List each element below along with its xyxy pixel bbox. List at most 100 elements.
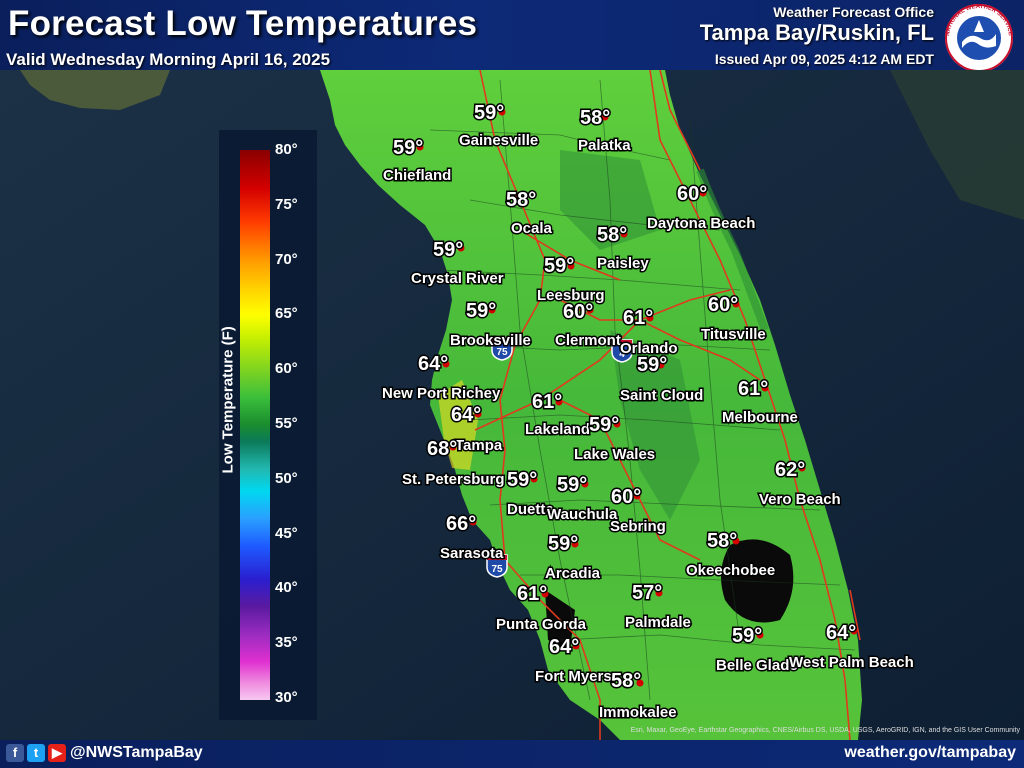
city-temperature: 58°: [707, 530, 737, 552]
city-name: Orlando: [620, 340, 678, 357]
city-dot-icon: [732, 537, 740, 545]
city-dot-icon: [488, 306, 496, 314]
city-temperature: 58°: [611, 670, 641, 692]
city-name: Sebring: [610, 518, 666, 535]
city-temperature: 57°: [632, 582, 662, 604]
shield-number: 75: [496, 347, 508, 358]
city-marker: 66° Sarasota: [439, 512, 506, 564]
city-marker: 59° Leesburg: [536, 254, 607, 306]
city-name: Belle Glade: [716, 657, 798, 674]
city-marker: 58° Paisley: [596, 223, 651, 274]
city-marker: 60° Sebring: [609, 485, 668, 537]
website-link[interactable]: weather.gov/tampabay: [844, 744, 1016, 761]
city-name: Daytona Beach: [647, 215, 755, 232]
legend-tick-label: 60°: [275, 360, 298, 378]
city-dot-icon: [586, 306, 594, 314]
city-temperature: 59°: [589, 414, 619, 436]
city-temperature: 58°: [580, 107, 610, 129]
city-marker: 58° Palatka: [577, 106, 633, 156]
city-marker: 61° Lakeland: [524, 390, 592, 440]
city-dot-icon: [850, 627, 858, 635]
legend-tick-label: 70°: [275, 250, 298, 268]
city-dot-icon: [567, 262, 575, 270]
valid-time: Valid Wednesday Morning April 16, 2025: [6, 50, 331, 69]
city-temperature: 64°: [549, 636, 579, 658]
city-marker: 58° Okeechobee: [685, 529, 777, 581]
nws-logo-icon: NATIONAL WEATHER SERVICE: [945, 4, 1013, 72]
city-name: Crystal River: [411, 270, 504, 287]
city-dot-icon: [581, 480, 589, 488]
city-name: Melbourne: [722, 409, 798, 426]
shield-number: 75: [491, 564, 503, 575]
city-name: Leesburg: [537, 287, 605, 304]
county-borders: [429, 79, 856, 701]
twitter-icon[interactable]: t: [27, 744, 45, 762]
social-handle[interactable]: @NWSTampaBay: [70, 744, 203, 761]
legend-tick-label: 30°: [275, 689, 298, 706]
legend-tick-label: 75°: [275, 195, 298, 213]
city-dot-icon: [646, 314, 654, 322]
facebook-icon[interactable]: f: [6, 744, 24, 762]
city-name: Clermont: [555, 332, 621, 349]
city-dot-icon: [555, 398, 563, 406]
legend-tick-label: 45°: [275, 524, 298, 542]
issued-time: Issued Apr 09, 2025 4:12 AM EDT: [714, 51, 934, 67]
city-dot-icon: [572, 642, 580, 650]
city-marker: 59° Belle Glade: [715, 624, 800, 676]
city-marker: 58° Ocala: [505, 188, 555, 239]
page-title: Forecast Low Temperatures: [8, 4, 478, 43]
city-markers: 59° Gainesville 58° Palatka 59° Chiefland 58° O…: [381, 101, 916, 723]
city-temperature: 60°: [708, 294, 738, 316]
city-dot-icon: [442, 360, 450, 368]
city-name: Palatka: [578, 137, 631, 154]
city-marker: 60° Titusville: [700, 293, 768, 345]
city-name: Arcadia: [545, 565, 601, 582]
city-name: Lakeland: [525, 421, 590, 438]
city-name: Paisley: [597, 255, 649, 272]
city-temperature: 60°: [563, 301, 593, 323]
city-marker: 64° New Port Richey: [381, 352, 503, 404]
legend-tick-label: 35°: [275, 634, 298, 652]
highway-shields: 75 4 75: [486, 337, 633, 578]
footer-bar: f t ▶ @NWSTampaBay weather.gov/tampabay: [0, 740, 1024, 768]
city-name: Fort Myers: [535, 668, 612, 685]
city-marker: 59° Arcadia: [544, 532, 603, 584]
city-marker: 64° Tampa: [450, 403, 505, 456]
city-dot-icon: [761, 384, 769, 392]
city-dot-icon: [655, 589, 663, 597]
city-name: Wauchula: [547, 506, 618, 523]
inland-ridge: [696, 168, 769, 332]
city-temperature: 59°: [466, 300, 496, 322]
youtube-icon[interactable]: ▶: [48, 744, 66, 762]
city-temperature: 59°: [548, 533, 578, 555]
city-name: Vero Beach: [759, 491, 841, 508]
city-dot-icon: [633, 492, 641, 500]
city-name: Okeechobee: [686, 562, 775, 579]
city-dot-icon: [798, 464, 806, 472]
city-temperature: 59°: [474, 102, 504, 124]
city-marker: 60° Daytona Beach: [646, 182, 757, 234]
panhandle-land: [20, 70, 170, 110]
city-dot-icon: [514, 194, 522, 202]
city-marker: 59° Gainesville: [458, 101, 540, 151]
city-marker: 59° Saint Cloud: [619, 353, 705, 406]
pinellas-warm: [438, 380, 478, 470]
city-temperature: 58°: [506, 189, 536, 211]
city-marker: 59° Crystal River: [410, 238, 506, 289]
city-name: New Port Richey: [382, 385, 501, 402]
city-temperature: 58°: [597, 224, 627, 246]
city-marker: 59° Brooksville: [449, 299, 533, 351]
city-dot-icon: [416, 143, 424, 151]
map-attribution: Esri, Maxar, GeoEye, Earthstar Geographi…: [630, 727, 1020, 734]
city-temperature: 59°: [507, 469, 537, 491]
city-temperature: 59°: [393, 137, 423, 159]
city-temperature: 59°: [544, 255, 574, 277]
city-dot-icon: [571, 540, 579, 548]
city-name: Brooksville: [450, 332, 531, 349]
city-temperature: 59°: [433, 239, 463, 261]
city-dot-icon: [620, 230, 628, 238]
city-name: Gainesville: [459, 132, 538, 149]
city-marker: 61° Punta Gorda: [495, 582, 589, 635]
city-marker: 58° Immokalee: [598, 669, 679, 723]
city-dot-icon: [732, 300, 740, 308]
